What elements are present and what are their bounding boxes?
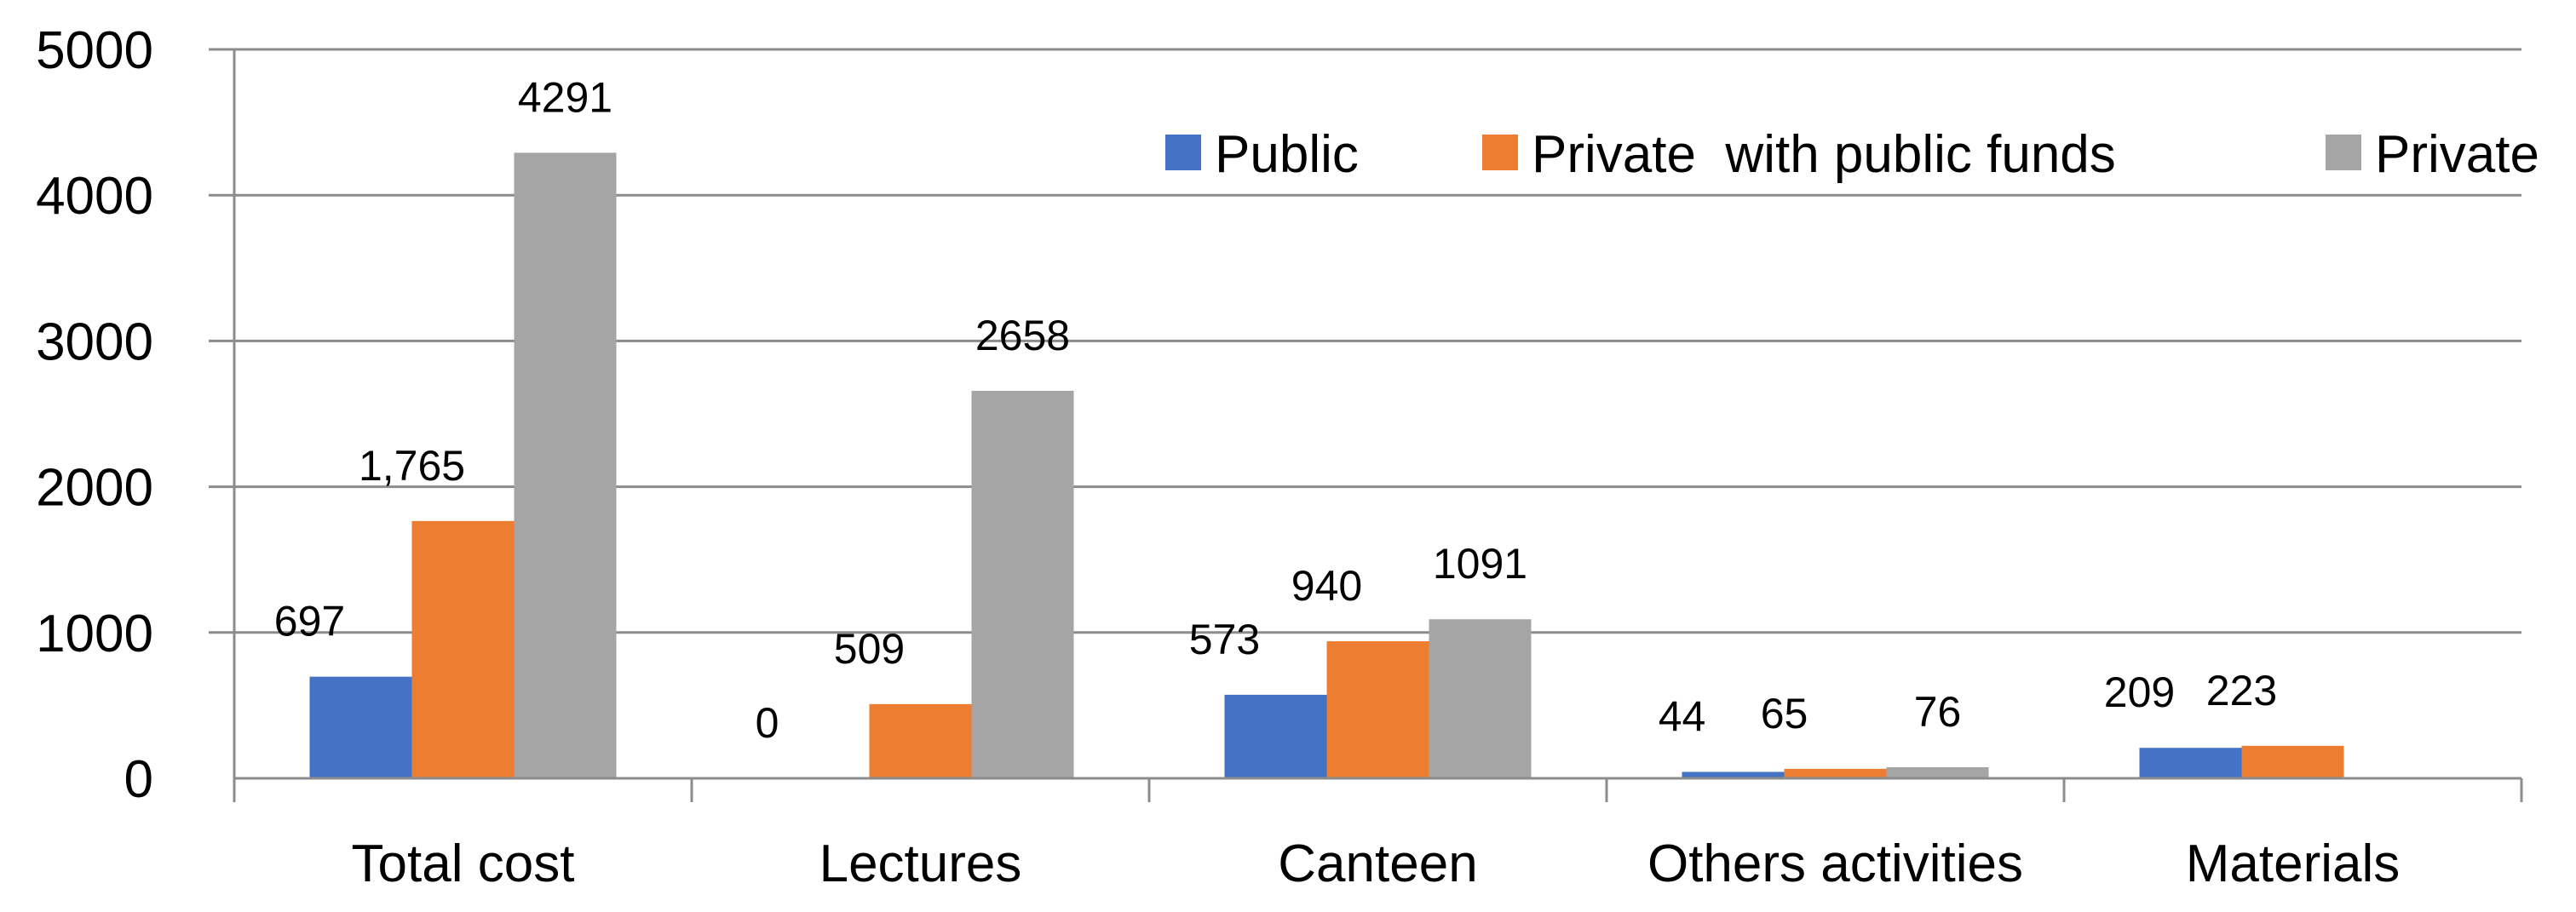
legend-swatch [2326, 135, 2361, 170]
legend-label: Private with public funds [1532, 125, 2116, 184]
data-label: 1,765 [359, 442, 465, 490]
y-tick-label: 3000 [36, 313, 153, 371]
bar-private-with-public-funds [411, 520, 515, 778]
data-label: 2658 [975, 312, 1070, 359]
data-label: 65 [1761, 690, 1808, 737]
bar-public [2139, 748, 2242, 778]
data-label: 44 [1659, 692, 1706, 740]
bar-private [1429, 619, 1532, 778]
x-tick-label: Others activities [1647, 835, 2023, 893]
bar-private-with-public-funds [1326, 641, 1429, 778]
data-label: 76 [1914, 688, 1962, 736]
legend-label: Public [1215, 125, 1359, 184]
bar-public [309, 676, 412, 778]
x-tick-label: Lectures [819, 835, 1022, 893]
x-tick-label: Canteen [1278, 835, 1477, 893]
data-labels: 697 1,765 4291 0 509 2658 573 940 1091 44 65 76 209 2… [274, 73, 2277, 747]
y-tick-label: 4000 [36, 167, 153, 226]
legend-swatch [1165, 135, 1201, 170]
bar-private-with-public-funds [869, 703, 972, 778]
legend-swatch [1482, 135, 1518, 170]
y-tick-label: 2000 [36, 459, 153, 518]
bar-private [971, 390, 1074, 778]
bar-public [1224, 694, 1327, 778]
y-tick-label: 5000 [36, 21, 153, 80]
data-label: 509 [834, 625, 905, 673]
data-label: 697 [274, 598, 345, 645]
data-label: 940 [1291, 562, 1362, 610]
x-tick-label: Total cost [352, 835, 575, 893]
data-label: 1091 [1433, 540, 1527, 588]
bar-private [514, 152, 617, 778]
legend: Public Private with public funds Private [1165, 125, 2539, 184]
data-label: 4291 [518, 73, 612, 121]
bar-public [1682, 771, 1785, 778]
bar-private-with-public-funds [2241, 745, 2344, 778]
data-label: 223 [2206, 667, 2277, 714]
y-tick-label: 1000 [36, 605, 153, 663]
data-label: 573 [1189, 616, 1260, 663]
legend-label: Private [2375, 125, 2539, 184]
bars [309, 152, 2344, 778]
data-label: 209 [2104, 668, 2175, 716]
x-tick-label: Materials [2186, 835, 2401, 893]
bar-private-with-public-funds [1784, 768, 1887, 778]
data-label: 0 [756, 699, 779, 747]
y-tick-label: 0 [124, 750, 153, 809]
axes: 0 1000 2000 3000 4000 5000 Total cost Lectures C… [36, 21, 2523, 893]
bar-private [1886, 766, 1989, 778]
